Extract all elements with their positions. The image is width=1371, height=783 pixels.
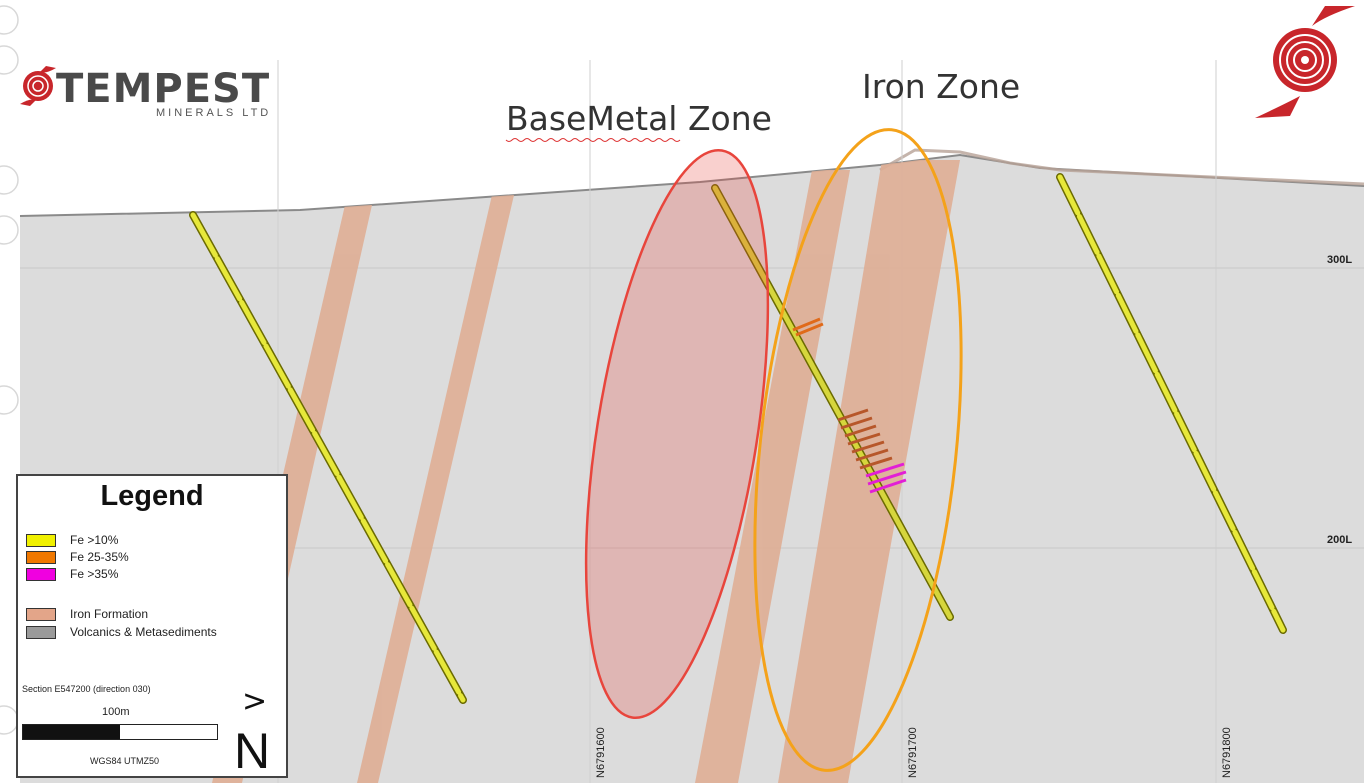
northing-label-6791800: N6791800 (1221, 727, 1233, 778)
section-caption: Section E547200 (direction 030) (22, 684, 151, 694)
base-metal-zone-ellipse (584, 149, 770, 719)
legend-panel: Legend Fe >10% Fe 25-35% Fe >35% Iron Fo… (16, 474, 288, 779)
legend-swatch-volcanics (26, 625, 56, 639)
level-label-200l: 200L (1327, 534, 1352, 546)
topography-outcrop (879, 148, 1365, 186)
fe-intercepts (792, 317, 907, 494)
legend-item-fe-25-35: Fe 25-35% (26, 549, 129, 565)
drill-hole-3 (1056, 173, 1287, 634)
north-letter: N (234, 723, 271, 779)
legend-label-iron-formation: Iron Formation (70, 607, 149, 621)
iron-zone-ellipse (753, 128, 963, 772)
drill-hole-2 (711, 184, 954, 621)
north-arrow: > N (234, 684, 278, 779)
fe-intercept-orange (837, 408, 893, 470)
legend-item-volcanics: Volcanics & Metasediments (26, 624, 217, 640)
tempest-emblem-icon (1255, 6, 1355, 118)
legend-item-iron-formation: Iron Formation (26, 606, 148, 622)
logo-wordmark: TEMPEST (56, 66, 270, 112)
north-arrow-icon: > (242, 684, 268, 719)
legend-label-fe-10: Fe >10% (70, 533, 119, 547)
legend-swatch-fe-35 (26, 567, 56, 581)
fe-intercept-magenta (865, 462, 907, 494)
datum-caption: WGS84 UTMZ50 (90, 756, 160, 766)
legend-label-volcanics: Volcanics & Metasediments (70, 625, 217, 639)
volcanics-ground (20, 155, 1364, 783)
legend-label-fe-35: Fe >35% (70, 567, 119, 581)
legend-title: Legend (100, 480, 204, 512)
spellcheck-underline (505, 138, 681, 142)
legend-swatch-fe-25-35 (26, 550, 56, 564)
legend-swatch-fe-10 (26, 533, 56, 547)
iron-zone-label: Iron Zone (862, 67, 1020, 106)
drill-holes (189, 173, 1287, 704)
swirl-icon (20, 66, 56, 106)
drill-hole-1 (189, 211, 467, 704)
level-label-300l: 300L (1327, 254, 1352, 266)
base-metal-zone-label: BaseMetal Zone (506, 99, 772, 138)
legend-swatch-iron-formation (26, 607, 56, 621)
logo-subtitle: MINERALS LTD (156, 107, 271, 119)
scale-bar (22, 724, 218, 740)
legend-label-fe-25-35: Fe 25-35% (70, 550, 129, 564)
tempest-logo: TEMPEST MINERALS LTD (20, 66, 271, 119)
legend-item-fe-10: Fe >10% (26, 532, 118, 548)
northing-label-6791700: N6791700 (907, 727, 919, 778)
fe-intercept-upper (792, 317, 824, 337)
scale-bar-fill (23, 725, 120, 739)
northing-label-6791600: N6791600 (595, 727, 607, 778)
watermark-rings (0, 5, 19, 735)
iron-formation-band-2 (357, 195, 514, 783)
scale-label: 100m (102, 706, 130, 718)
legend-item-fe-35: Fe >35% (26, 566, 118, 582)
